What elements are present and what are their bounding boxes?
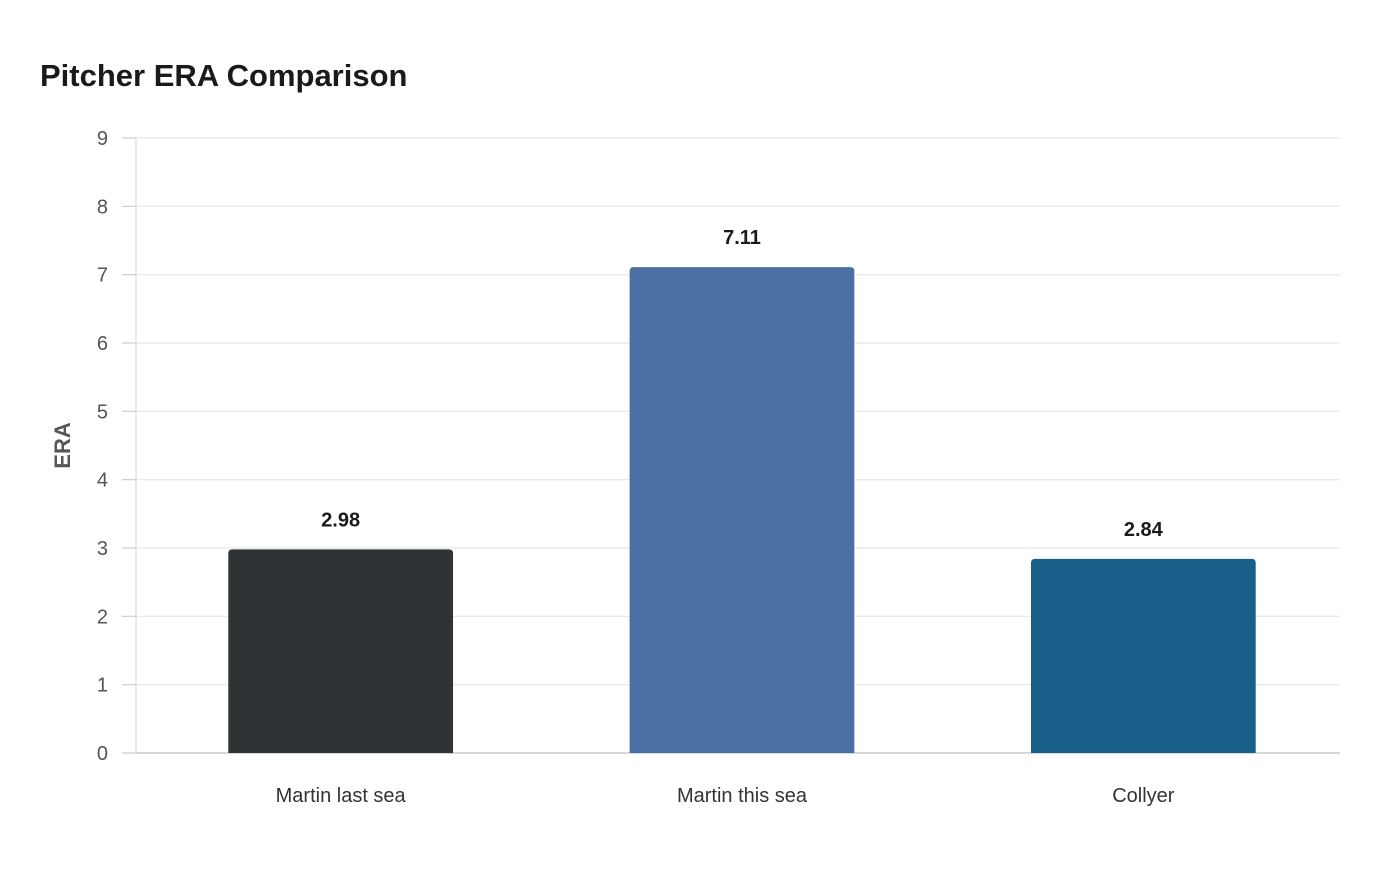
bars [228, 267, 1256, 753]
y-tick-label: 9 [97, 128, 108, 150]
bar-3 [1030, 558, 1256, 753]
y-tick-labels: 0 1 2 3 4 5 6 7 8 9 [97, 128, 108, 765]
bar-1 [228, 549, 454, 753]
y-tick-label: 1 [97, 675, 108, 697]
y-tick-label: 2 [97, 606, 108, 628]
y-tick-label: 8 [97, 196, 108, 218]
y-tick-label: 5 [97, 401, 108, 423]
y-tick-label: 4 [97, 470, 108, 492]
x-category-label: Martin this sea [677, 785, 808, 807]
y-tick-label: 0 [97, 743, 108, 765]
value-labels: 2.98 7.11 2.84 [321, 227, 1163, 541]
y-axis-title: ERA [50, 422, 75, 469]
bar-2 [629, 267, 855, 753]
bar-value-label: 2.84 [1124, 519, 1164, 541]
x-category-label: Collyer [1112, 785, 1175, 807]
chart-title: Pitcher ERA Comparison [40, 58, 408, 93]
bar-value-label: 7.11 [723, 227, 761, 249]
y-tick-label: 6 [97, 333, 108, 355]
bar-value-label: 2.98 [321, 509, 360, 531]
y-tick-label: 3 [97, 538, 108, 560]
y-tick-label: 7 [97, 265, 108, 287]
x-category-label: Martin last sea [276, 785, 407, 807]
category-labels: Martin last sea Martin this sea Collyer [276, 785, 1175, 807]
